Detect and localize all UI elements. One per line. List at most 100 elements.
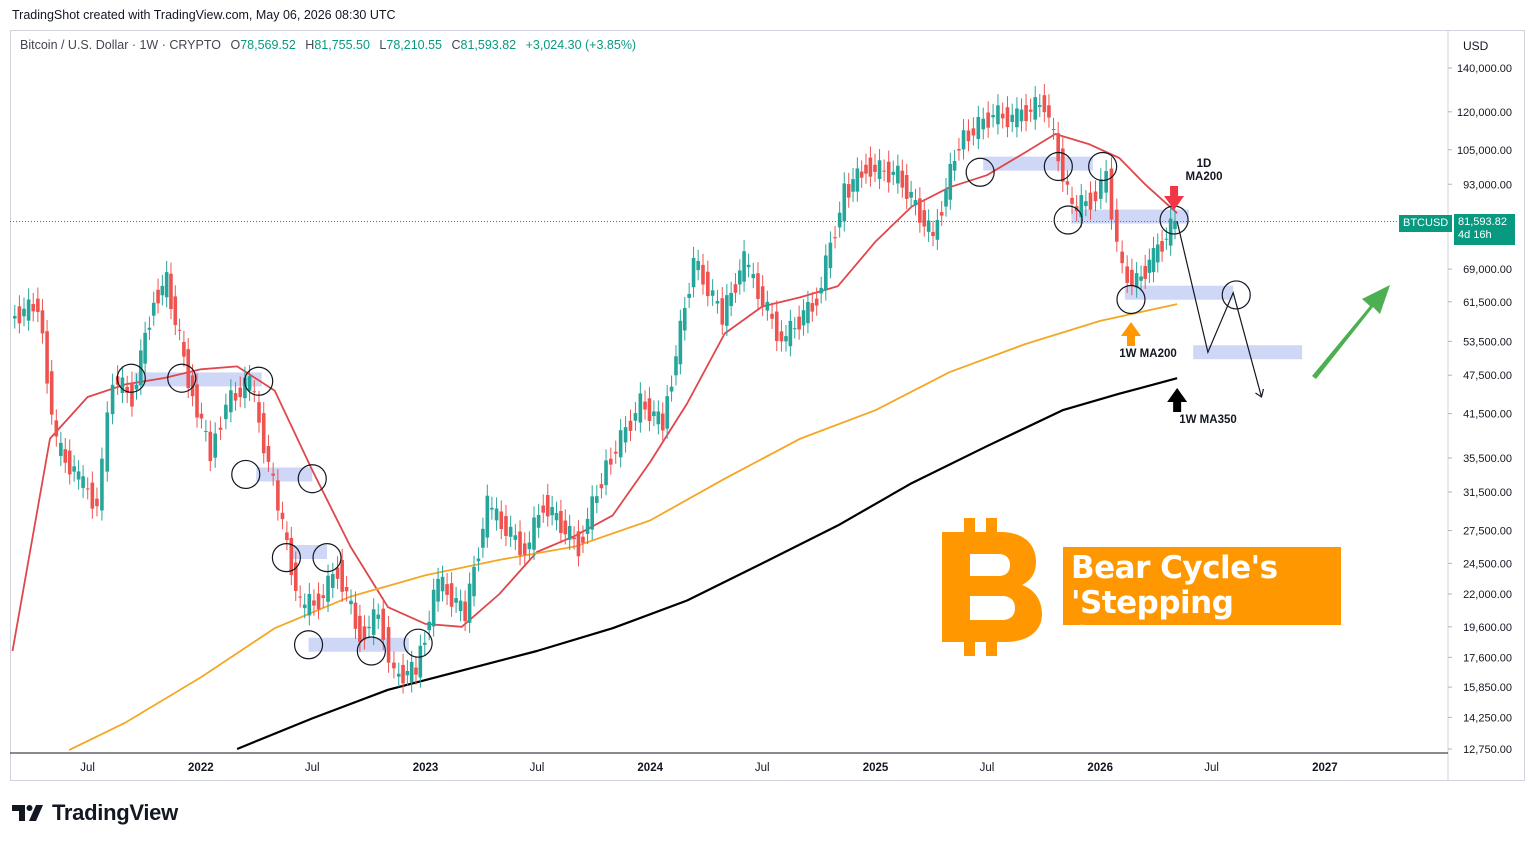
candle-body <box>706 271 710 297</box>
candle-body <box>271 473 275 476</box>
candle-body <box>1125 266 1129 283</box>
ma-1d-label: 1D MA200 <box>1182 158 1226 184</box>
candle-body <box>737 270 742 285</box>
candle-body <box>647 398 652 422</box>
currency-label[interactable]: USD <box>1463 39 1489 53</box>
candle-body <box>169 273 173 310</box>
candle-body <box>376 614 381 619</box>
candle-body <box>307 593 312 616</box>
candle-body <box>904 175 909 199</box>
candle-body <box>710 290 715 296</box>
highlight-circle <box>965 157 995 187</box>
y-tick-label: 22,000.00 <box>1463 589 1512 601</box>
candle-body <box>218 427 223 430</box>
candle-body <box>233 393 238 401</box>
candle-body <box>298 596 302 598</box>
candle-body <box>720 298 725 325</box>
candle-body <box>289 538 294 575</box>
ma-line <box>236 377 1178 751</box>
candle-body <box>1130 269 1134 286</box>
candle-body <box>224 404 228 420</box>
candle-body <box>810 303 815 312</box>
candle-body <box>696 260 700 271</box>
candle-body <box>476 558 481 562</box>
tradingview-brand[interactable]: TradingView <box>12 800 178 826</box>
candle-body <box>868 157 873 177</box>
candle-body <box>76 471 81 480</box>
candle-body <box>837 212 842 228</box>
candle-body <box>770 313 774 319</box>
candle-body <box>362 626 367 640</box>
candle-body <box>1028 109 1033 112</box>
ma-line <box>11 133 1178 652</box>
candle-body <box>765 301 770 311</box>
candle-body <box>806 301 810 324</box>
candle-body <box>638 393 643 423</box>
candle-body <box>981 118 986 130</box>
chart-frame <box>10 30 1525 781</box>
y-tick-label: 15,850.00 <box>1463 682 1512 694</box>
y-tick-label: 35,500.00 <box>1463 453 1512 465</box>
candle-body <box>931 231 935 237</box>
support-zone <box>134 372 262 387</box>
candle-body <box>130 382 134 407</box>
candle-body <box>518 531 522 556</box>
candle-body <box>134 384 139 390</box>
candle-body <box>1019 109 1024 122</box>
candle-body <box>436 578 440 602</box>
y-axis-labels: 140,000.00 120,000.00 105,000.00 93,000.00 6… <box>1448 63 1512 756</box>
candle-body <box>321 595 326 599</box>
candle-body <box>340 559 344 592</box>
candle-body <box>918 198 922 223</box>
candle-body <box>100 458 104 511</box>
candle-body <box>147 327 152 330</box>
candle-body <box>828 242 833 269</box>
last-price-box: 81,593.82 4d 16h <box>1454 214 1515 245</box>
candle-body <box>1005 107 1010 128</box>
candle-body <box>280 512 285 520</box>
x-tick-label: 2024 <box>637 762 663 774</box>
change-value: +3,024.30 (+3.85%) <box>525 38 637 52</box>
x-tick-label: 2023 <box>413 762 439 774</box>
candle-body <box>1139 276 1143 281</box>
price-series <box>10 84 1448 694</box>
y-tick-label: 61,500.00 <box>1463 297 1512 309</box>
candle-body <box>567 525 572 540</box>
candle-body <box>1051 129 1056 131</box>
open-value: 78,569.52 <box>240 38 296 52</box>
candle-body <box>422 642 427 645</box>
candle-body <box>1015 108 1019 128</box>
candle-body <box>1056 133 1060 162</box>
grid-lines <box>10 30 1449 781</box>
x-tick-label: Jul <box>980 762 995 774</box>
symbol-legend: Bitcoin / U.S. Dollar · 1W · CRYPTO O78,… <box>20 38 636 52</box>
candle-body <box>682 307 687 331</box>
support-zone <box>1124 285 1234 300</box>
candle-body <box>1168 218 1173 246</box>
candle-body <box>909 191 913 198</box>
candle-body <box>353 602 358 629</box>
candle-body <box>996 105 1000 125</box>
x-tick-label: Jul <box>1204 762 1219 774</box>
symbol-name[interactable]: Bitcoin / U.S. Dollar · 1W · CRYPTO <box>20 38 221 52</box>
candle-body <box>344 586 349 592</box>
candle-body <box>151 302 156 316</box>
candle-body <box>396 673 401 677</box>
candle-body <box>358 615 362 643</box>
candle-body <box>1047 105 1051 118</box>
highlight-circle <box>312 543 342 573</box>
candle-body <box>143 332 147 364</box>
candle-body <box>293 562 298 591</box>
candle-body <box>504 516 508 536</box>
candle-body <box>1104 171 1108 193</box>
candle-body <box>991 114 995 118</box>
candle-body <box>729 292 733 307</box>
candle-body <box>467 583 472 623</box>
candle-body <box>913 200 918 206</box>
candle-body <box>1024 105 1028 122</box>
highlight-circle <box>1043 151 1073 182</box>
candle-body <box>238 387 243 398</box>
candle-body <box>725 295 729 326</box>
candle-body <box>746 264 751 268</box>
